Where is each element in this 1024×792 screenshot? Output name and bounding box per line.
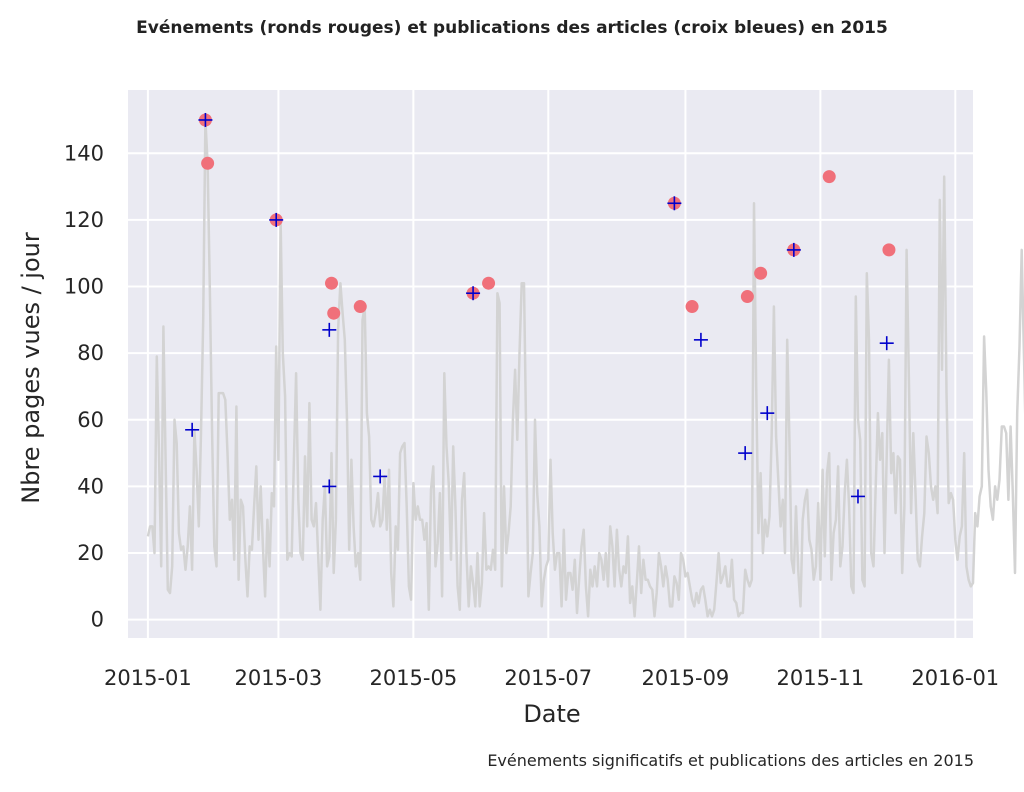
daily-views-line <box>146 118 1024 618</box>
publication-marker <box>322 322 337 337</box>
y-axis-label: Nbre pages vues / jour <box>17 232 45 504</box>
publication-marker <box>850 489 865 504</box>
chart-caption: Evénements significatifs et publications… <box>487 751 974 770</box>
publication-marker <box>466 286 481 301</box>
y-tick-label: 120 <box>64 208 104 232</box>
publication-marker <box>185 422 200 437</box>
publication-marker <box>786 242 801 257</box>
event-marker <box>754 266 768 280</box>
x-axis-label: Date <box>523 700 580 728</box>
publication-markers <box>185 112 894 504</box>
event-marker <box>353 300 367 314</box>
y-tick-label: 40 <box>77 474 104 498</box>
x-tick-label: 2016-01 <box>911 666 999 690</box>
publication-marker <box>373 469 388 484</box>
plot-background <box>128 90 973 638</box>
chart-title: Evénements (ronds rouges) et publication… <box>136 18 888 38</box>
y-tick-label: 140 <box>64 141 104 165</box>
x-tick-label: 2015-11 <box>776 666 864 690</box>
y-tick-label: 0 <box>91 608 104 632</box>
x-tick-label: 2015-01 <box>104 666 192 690</box>
publication-marker <box>760 406 775 421</box>
event-marker <box>685 300 699 314</box>
x-tick-label: 2015-05 <box>369 666 457 690</box>
publication-marker <box>667 196 682 211</box>
y-tick-label: 80 <box>77 341 104 365</box>
publication-marker <box>198 112 213 127</box>
y-tick-label: 100 <box>64 275 104 299</box>
publication-marker <box>738 446 753 461</box>
event-marker <box>882 243 896 257</box>
publication-marker <box>693 332 708 347</box>
x-tick-label: 2015-03 <box>235 666 323 690</box>
x-tick-label: 2015-07 <box>504 666 592 690</box>
x-tick-label: 2015-09 <box>642 666 730 690</box>
series-line <box>146 118 1024 618</box>
y-tick-labels: 0 20 40 60 80 100 120 140 <box>64 141 104 631</box>
event-marker <box>325 276 339 290</box>
event-marker <box>482 276 496 290</box>
event-marker <box>327 306 341 320</box>
publication-marker <box>322 479 337 494</box>
y-tick-label: 20 <box>77 541 104 565</box>
y-tick-label: 60 <box>77 408 104 432</box>
event-marker <box>740 290 754 304</box>
publication-marker <box>269 212 284 227</box>
event-marker <box>201 156 215 170</box>
event-marker <box>822 170 836 184</box>
publication-marker <box>879 336 894 351</box>
x-tick-labels: 2015-01 2015-03 2015-05 2015-07 2015-09 2015-… <box>104 666 999 690</box>
